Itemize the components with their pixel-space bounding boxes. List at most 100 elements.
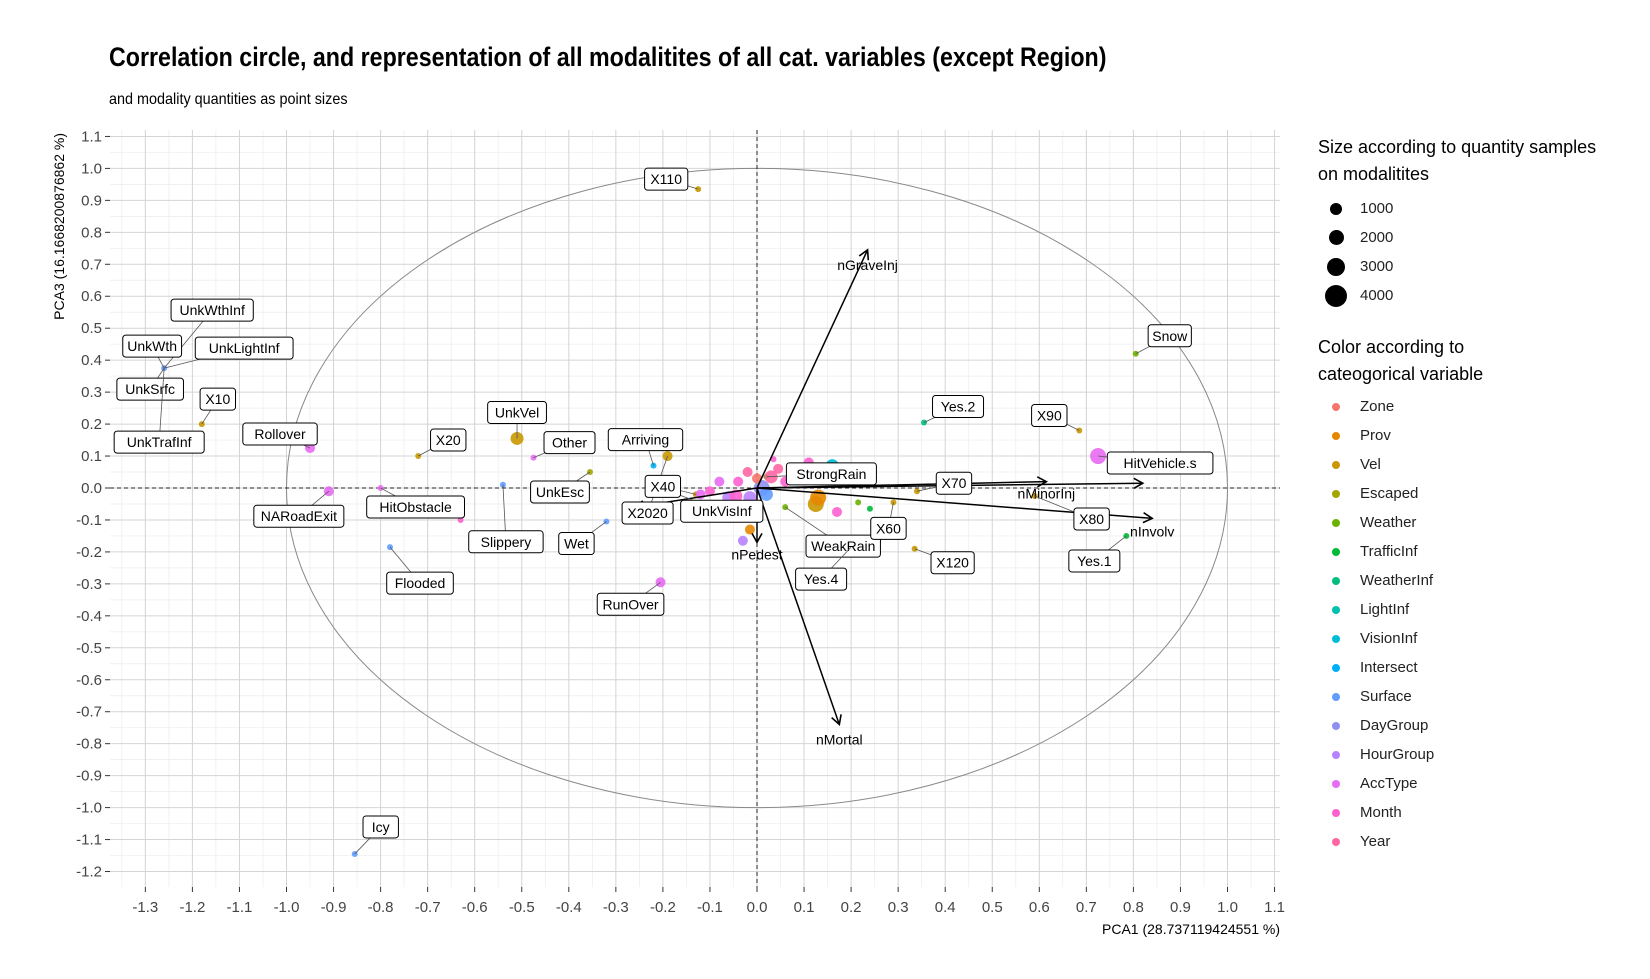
size-legend-item: 2000	[1318, 223, 1648, 252]
color-legend-label: TrafficInf	[1360, 543, 1418, 560]
x-tick-label: -0.5	[509, 899, 535, 916]
color-swatch	[1318, 547, 1354, 556]
point-label: StrongRain	[766, 462, 877, 486]
svg-text:X40: X40	[650, 478, 675, 494]
x-tick-label: -0.3	[603, 899, 629, 916]
svg-text:Yes.1: Yes.1	[1077, 553, 1112, 569]
point-label: Yes.2	[923, 394, 985, 423]
point-label: X2020	[621, 455, 674, 525]
legend: Size according to quantity samples on mo…	[1318, 134, 1648, 856]
svg-text:UnkEsc: UnkEsc	[536, 484, 584, 500]
color-legend-label: Prov	[1360, 427, 1391, 444]
y-tick-label: -1.2	[76, 864, 102, 881]
y-tick-label: 0.7	[81, 256, 102, 273]
point-label: HitVehicle.s	[1098, 451, 1214, 475]
y-tick-label: 0.3	[81, 384, 102, 401]
color-legend-item: LightInf	[1318, 595, 1648, 624]
x-tick-label: -0.7	[415, 899, 441, 916]
color-legend-item: HourGroup	[1318, 740, 1648, 769]
y-tick-label: -0.4	[76, 608, 102, 625]
y-tick-label: 0.1	[81, 448, 102, 465]
point-label: RunOver	[596, 581, 665, 616]
svg-text:Slippery: Slippery	[481, 534, 532, 550]
data-point	[759, 487, 773, 501]
y-tick-label: -0.6	[76, 672, 102, 689]
point-label: Flooded	[386, 546, 454, 595]
x-tick-label: 0.0	[747, 899, 768, 916]
svg-text:Rollover: Rollover	[254, 426, 306, 442]
point-label: X70	[916, 471, 973, 495]
color-legend-label: Weather	[1360, 514, 1417, 531]
y-tick-label: 0.0	[81, 480, 102, 497]
color-legend-label: Vel	[1360, 456, 1381, 473]
y-tick-label: -1.1	[76, 832, 102, 849]
point-label: Yes.1	[1068, 535, 1127, 573]
arrow-nGraveInj	[756, 248, 870, 489]
data-point	[773, 463, 784, 474]
size-swatch	[1318, 202, 1354, 215]
point-label: UnkTrafInf	[113, 368, 205, 454]
x-tick-label: -0.1	[697, 899, 723, 916]
y-tick-label: 0.2	[81, 416, 102, 433]
data-point	[855, 499, 862, 506]
y-tick-label: 1.0	[81, 160, 102, 177]
svg-text:X20: X20	[436, 432, 461, 448]
color-legend-label: VisionInf	[1360, 630, 1418, 647]
color-legend-label: Escaped	[1360, 485, 1419, 502]
point-label: Slippery	[468, 484, 544, 554]
gridlines	[105, 130, 1280, 892]
point-label: X40	[644, 474, 696, 498]
x-axis-title: PCA1 (28.737119424551 %)	[1102, 921, 1280, 937]
point-label: NARoadExit	[253, 490, 345, 528]
y-tick-label: -0.8	[76, 736, 102, 753]
svg-text:NARoadExit: NARoadExit	[261, 508, 337, 524]
svg-text:Arriving: Arriving	[622, 432, 669, 448]
point-label: Arriving	[607, 428, 684, 466]
color-swatch	[1318, 663, 1354, 672]
point-label: UnkEsc	[530, 471, 591, 504]
point-label: X120	[914, 548, 975, 575]
x-tick-label: -1.0	[274, 899, 300, 916]
color-legend-label: Surface	[1360, 688, 1412, 705]
svg-text:X80: X80	[1079, 511, 1104, 527]
svg-text:UnkLightInf: UnkLightInf	[209, 340, 280, 356]
point-label: Rollover	[242, 422, 318, 449]
svg-text:HitVehicle.s: HitVehicle.s	[1124, 455, 1197, 471]
color-swatch	[1318, 750, 1354, 759]
color-legend-item: Year	[1318, 827, 1648, 856]
color-legend-item: Prov	[1318, 421, 1648, 450]
arrow-label: nMortal	[816, 732, 863, 748]
size-legend-title: Size according to quantity samples on mo…	[1318, 137, 1597, 184]
tick-labels: -1.3 -1.2 -1.1 -1.0 -0.9 -0.8 -0.7 -0.6 -0.5 -0.4…	[76, 128, 1285, 916]
y-tick-label: -0.7	[76, 704, 102, 721]
x-tick-label: 1.1	[1264, 899, 1285, 916]
x-tick-label: -0.6	[462, 899, 488, 916]
size-legend-item: 4000	[1318, 281, 1648, 310]
svg-text:Wet: Wet	[564, 536, 589, 552]
x-tick-label: 0.1	[794, 899, 815, 916]
color-legend-label: Zone	[1360, 398, 1395, 415]
svg-text:X2020: X2020	[627, 505, 668, 521]
color-legend-label: Year	[1360, 833, 1391, 850]
variable-arrows: nGraveInjnMortalnInvolvnMinorInjnBikesnP…	[630, 248, 1181, 748]
color-legend-label: Month	[1360, 804, 1402, 821]
y-tick-label: 0.9	[81, 192, 102, 209]
point-label: X20	[418, 428, 467, 457]
y-tick-label: 0.5	[81, 320, 102, 337]
color-legend-item: Intersect	[1318, 653, 1648, 682]
size-swatch	[1318, 230, 1354, 245]
point-label: X10	[199, 387, 237, 425]
svg-text:UnkWthInf: UnkWthInf	[179, 302, 244, 318]
size-swatch	[1318, 257, 1354, 276]
size-legend-label: 2000	[1360, 229, 1394, 246]
x-tick-label: 0.9	[1170, 899, 1191, 916]
color-legend-label: Intersect	[1360, 659, 1418, 676]
data-point	[714, 476, 725, 487]
color-swatch	[1318, 692, 1354, 701]
point-labels: X110 Snow UnkWthInf X10 Yes.2 X90 UnkVel Rollov…	[113, 167, 1214, 855]
color-legend-item: Vel	[1318, 450, 1648, 479]
point-label: Icy	[354, 815, 399, 855]
svg-text:HitObstacle: HitObstacle	[379, 499, 452, 515]
color-legend-label: WeatherInf	[1360, 572, 1434, 589]
